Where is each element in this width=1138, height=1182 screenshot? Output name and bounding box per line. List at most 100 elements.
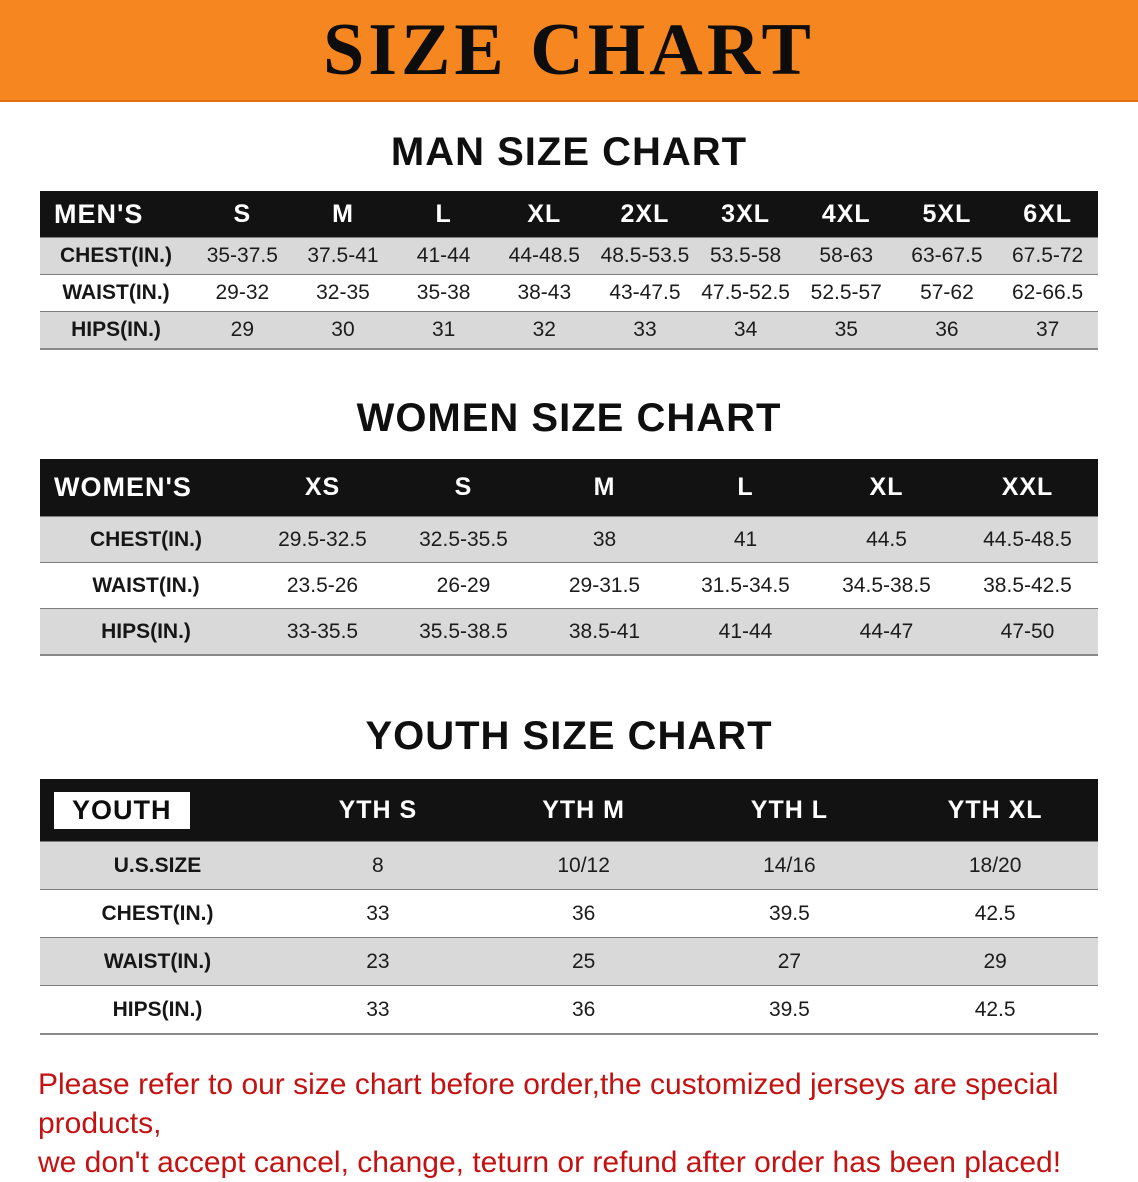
men-waist-cell: 35-38 [393,274,494,312]
men-chest-cell: 53.5-58 [695,237,796,275]
men-hips-cell: 29 [192,311,293,349]
youth-corner-chip: YOUTH [54,791,190,829]
youth-chest-cell: 42.5 [892,889,1098,938]
youth-waist-cell: 23 [275,937,481,986]
row-label: CHEST(IN.) [40,516,252,563]
men-chest-row: CHEST(IN.) 35-37.5 37.5-41 41-44 44-48.5… [40,237,1098,275]
men-waist-row: WAIST(IN.) 29-32 32-35 35-38 38-43 43-47… [40,274,1098,312]
size-chart-banner: SIZE CHART [0,0,1138,102]
row-label: U.S.SIZE [40,841,275,890]
men-hips-cell: 36 [896,311,998,349]
women-chest-cell: 32.5-35.5 [393,516,534,563]
women-hips-cell: 33-35.5 [252,608,393,655]
men-hips-cell: 31 [393,311,494,349]
women-size-col: L [675,459,816,517]
men-size-col: L [393,191,494,238]
women-hips-cell: 47-50 [957,608,1098,655]
women-waist-row: WAIST(IN.) 23.5-26 26-29 29-31.5 31.5-34… [40,562,1098,609]
women-header-row: WOMEN'S XS S M L XL XXL [40,459,1098,517]
men-chest-cell: 67.5-72 [997,237,1098,275]
women-hips-cell: 38.5-41 [534,608,675,655]
women-chest-row: CHEST(IN.) 29.5-32.5 32.5-35.5 38 41 44.… [40,516,1098,563]
women-size-col: XL [816,459,957,517]
youth-chest-cell: 36 [480,889,687,938]
men-corner-label: MEN'S [40,191,192,238]
men-section-heading: MAN SIZE CHART [390,130,748,174]
youth-size-col: YTH M [480,779,687,842]
men-chest-cell: 63-67.5 [896,237,998,275]
men-size-col: 4XL [795,191,897,238]
men-waist-cell: 47.5-52.5 [695,274,796,312]
youth-corner-label: YOUTH [40,779,275,842]
youth-hips-cell: 42.5 [892,985,1098,1034]
women-waist-cell: 31.5-34.5 [675,562,816,609]
row-label: CHEST(IN.) [40,237,192,275]
men-hips-cell: 37 [997,311,1098,349]
women-size-table: WOMEN'S XS S M L XL XXL CHEST(IN.) 29.5-… [40,459,1098,656]
women-chest-cell: 44.5 [816,516,957,563]
women-waist-cell: 29-31.5 [534,562,675,609]
youth-hips-cell: 36 [480,985,687,1034]
youth-waist-row: WAIST(IN.) 23 25 27 29 [40,937,1098,986]
youth-size-col: YTH S [275,779,481,842]
men-hips-row: HIPS(IN.) 29 30 31 32 33 34 35 36 37 [40,311,1098,349]
youth-waist-cell: 27 [686,937,893,986]
men-size-col: 6XL [997,191,1098,238]
youth-ussize-cell: 18/20 [892,841,1098,890]
men-hips-cell: 30 [292,311,394,349]
youth-ussize-cell: 10/12 [480,841,687,890]
women-waist-cell: 23.5-26 [252,562,393,609]
page-title: SIZE CHART [323,8,815,91]
row-label: WAIST(IN.) [40,274,192,312]
men-waist-cell: 62-66.5 [997,274,1098,312]
men-size-col: XL [493,191,595,238]
row-label: WAIST(IN.) [40,562,252,609]
men-waist-cell: 57-62 [896,274,998,312]
women-waist-cell: 26-29 [393,562,534,609]
women-hips-cell: 35.5-38.5 [393,608,534,655]
youth-hips-cell: 39.5 [686,985,893,1034]
women-hips-cell: 44-47 [816,608,957,655]
men-size-col: 5XL [896,191,998,238]
row-label: CHEST(IN.) [40,889,275,938]
men-size-col: 3XL [695,191,796,238]
youth-chest-cell: 33 [275,889,481,938]
disclaimer-line-2: we don't accept cancel, change, teturn o… [38,1146,1062,1179]
men-chest-cell: 37.5-41 [292,237,394,275]
men-chest-cell: 58-63 [795,237,897,275]
women-size-col: XXL [957,459,1098,517]
men-hips-cell: 35 [795,311,897,349]
women-waist-cell: 38.5-42.5 [957,562,1098,609]
men-waist-cell: 43-47.5 [594,274,696,312]
women-section-heading: WOMEN SIZE CHART [356,396,782,440]
youth-waist-cell: 25 [480,937,687,986]
men-size-table: MEN'S S M L XL 2XL 3XL 4XL 5XL 6XL CHEST… [40,191,1098,350]
youth-ussize-cell: 8 [275,841,481,890]
youth-hips-cell: 33 [275,985,481,1034]
men-chest-cell: 44-48.5 [493,237,595,275]
row-label: WAIST(IN.) [40,937,275,986]
women-size-col: XS [252,459,393,517]
men-waist-cell: 32-35 [292,274,394,312]
women-size-col: M [534,459,675,517]
row-label: HIPS(IN.) [40,985,275,1034]
women-chest-cell: 38 [534,516,675,563]
men-chest-cell: 41-44 [393,237,494,275]
women-corner-label: WOMEN'S [40,459,252,517]
disclaimer-line-1: Please refer to our size chart before or… [38,1068,1059,1140]
women-chest-cell: 41 [675,516,816,563]
youth-section-heading: YOUTH SIZE CHART [365,714,773,758]
youth-waist-cell: 29 [892,937,1098,986]
row-label: HIPS(IN.) [40,311,192,349]
men-waist-cell: 29-32 [192,274,293,312]
youth-chest-cell: 39.5 [686,889,893,938]
men-hips-cell: 33 [594,311,696,349]
youth-chest-row: CHEST(IN.) 33 36 39.5 42.5 [40,889,1098,938]
youth-header-row: YOUTH YTH S YTH M YTH L YTH XL [40,779,1098,842]
men-hips-cell: 34 [695,311,796,349]
youth-size-col: YTH L [686,779,893,842]
youth-ussize-row: U.S.SIZE 8 10/12 14/16 18/20 [40,841,1098,890]
row-label: HIPS(IN.) [40,608,252,655]
youth-size-table: YOUTH YTH S YTH M YTH L YTH XL U.S.SIZE … [40,779,1098,1035]
youth-ussize-cell: 14/16 [686,841,893,890]
